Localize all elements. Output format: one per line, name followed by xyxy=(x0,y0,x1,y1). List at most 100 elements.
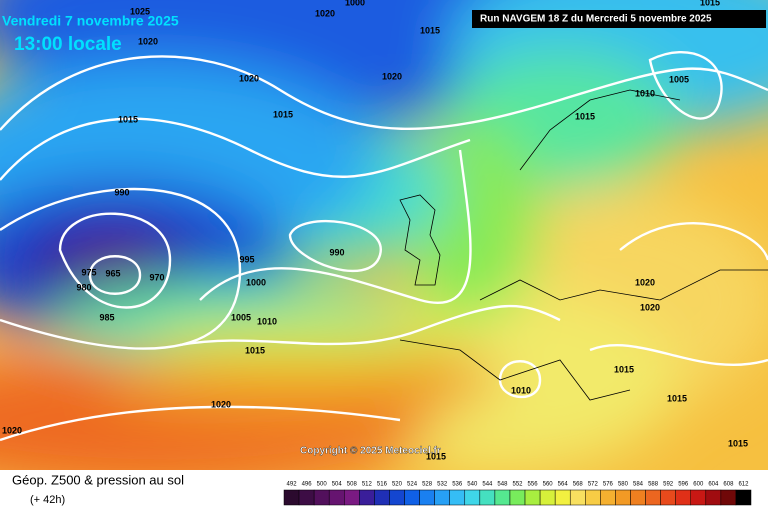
isobar-label: 1020 xyxy=(211,399,231,409)
isobar-label: 1020 xyxy=(382,71,402,81)
isobar-label: 1020 xyxy=(315,8,335,18)
isobar-label: 1015 xyxy=(728,438,748,448)
isobar-labels: 1025 1020 1020 1015 1015 1000 1020 1020 1005 1010… xyxy=(2,0,748,461)
scale-swatch xyxy=(600,489,616,506)
scale-swatch xyxy=(539,489,556,506)
scale-label: 540 xyxy=(467,482,478,488)
scale-swatch xyxy=(464,489,481,506)
scale-label: 560 xyxy=(543,482,554,488)
isobar-label: 1005 xyxy=(669,74,689,84)
scale-label: 544 xyxy=(482,482,493,488)
isobar-label: 1015 xyxy=(273,109,293,119)
scale-label: 564 xyxy=(558,482,569,488)
scale-swatch xyxy=(389,489,405,506)
run-banner xyxy=(472,10,766,28)
isobar-label: 1000 xyxy=(246,277,266,287)
scale-label: 592 xyxy=(663,482,674,488)
scale-label: 492 xyxy=(287,482,298,488)
scale-swatch xyxy=(313,489,330,506)
scale-swatch xyxy=(494,489,511,506)
isobar-label: 1015 xyxy=(118,114,138,124)
scale-swatch xyxy=(720,489,737,506)
scale-swatch xyxy=(554,489,571,506)
scale-swatch xyxy=(359,489,375,506)
scale-swatch xyxy=(585,489,601,506)
scale-swatch xyxy=(569,489,586,506)
scale-label: 600 xyxy=(693,482,704,488)
local-time: 13:00 locale xyxy=(14,34,122,55)
scale-label: 524 xyxy=(407,482,418,488)
isobar-label: 1020 xyxy=(239,73,259,83)
scale-label: 608 xyxy=(723,482,734,488)
scale-label: 536 xyxy=(452,482,463,488)
isobar-label: 975 xyxy=(81,267,96,277)
scale-label: 572 xyxy=(588,482,599,488)
scale-swatch xyxy=(419,489,435,506)
copyright: Copyright © 2025 Meteociel.fr xyxy=(300,446,441,457)
scale-swatch xyxy=(404,489,420,506)
scale-swatch xyxy=(449,489,466,506)
scale-label: 508 xyxy=(347,482,358,488)
isobar-label: 1020 xyxy=(635,277,655,287)
scale-swatch xyxy=(344,489,360,506)
scale-label: 548 xyxy=(497,482,508,488)
scale-label: 552 xyxy=(512,482,523,488)
isobar-label: 1015 xyxy=(575,111,595,121)
scale-label: 584 xyxy=(633,482,644,488)
scale-label: 512 xyxy=(362,482,373,488)
isobar-label: 1015 xyxy=(667,393,687,403)
scale-swatch xyxy=(328,489,345,506)
isobar-label: 1020 xyxy=(640,302,660,312)
isobar-label: 995 xyxy=(239,254,254,264)
isobar-label: 1010 xyxy=(635,88,655,98)
isobar-label: 1005 xyxy=(231,312,251,322)
scale-label: 612 xyxy=(738,482,749,488)
scale-label: 588 xyxy=(648,482,659,488)
isobar-label: 1000 xyxy=(345,0,365,7)
isobar-label: 1010 xyxy=(511,385,531,395)
scale-swatch xyxy=(509,489,526,506)
scale-swatch xyxy=(630,489,646,506)
isobar-label: 1015 xyxy=(420,25,440,35)
footer-title: Géop. Z500 & pression au sol xyxy=(12,472,184,487)
isobar-label: 1015 xyxy=(614,364,634,374)
isobar-label: 1015 xyxy=(426,451,446,461)
map-field xyxy=(0,0,768,470)
scale-label: 604 xyxy=(708,482,719,488)
scale-swatch xyxy=(524,489,541,506)
color-scale: 492 496 500 504 508 512 516 520 524 528 532 536 540 5… xyxy=(283,482,752,506)
isobar-label: 970 xyxy=(149,272,164,282)
scale-swatch xyxy=(615,489,631,506)
isobar-label: 1010 xyxy=(257,316,277,326)
scale-label: 504 xyxy=(332,482,343,488)
scale-swatch xyxy=(690,489,707,506)
scale-label: 580 xyxy=(618,482,629,488)
scale-swatch xyxy=(645,489,661,506)
scale-label: 596 xyxy=(678,482,689,488)
scale-swatch xyxy=(374,489,390,506)
scale-label: 576 xyxy=(603,482,614,488)
scale-swatch xyxy=(479,489,496,506)
scale-label: 532 xyxy=(437,482,448,488)
scale-swatch xyxy=(283,489,300,506)
isobar-label: 980 xyxy=(76,282,91,292)
isobar-label: 1015 xyxy=(245,345,265,355)
isobar-label: 1025 xyxy=(130,6,150,16)
isobar-label: 990 xyxy=(114,187,129,197)
run-info: Run NAVGEM 18 Z du Mercredi 5 novembre 2… xyxy=(480,14,712,25)
isobar-label: 965 xyxy=(105,268,120,278)
scale-swatch xyxy=(675,489,691,506)
valid-date: Vendredi 7 novembre 2025 xyxy=(2,13,179,29)
scale-label: 500 xyxy=(317,482,328,488)
isobar-label: 1020 xyxy=(2,425,22,435)
scale-swatch xyxy=(705,489,722,506)
scale-label: 568 xyxy=(573,482,584,488)
scale-label: 556 xyxy=(528,482,539,488)
scale-label: 528 xyxy=(422,482,433,488)
isobar-label: 985 xyxy=(99,312,114,322)
scale-swatch xyxy=(660,489,676,506)
scale-label: 496 xyxy=(302,482,313,488)
scale-label: 520 xyxy=(392,482,403,488)
scale-swatch xyxy=(735,489,752,506)
